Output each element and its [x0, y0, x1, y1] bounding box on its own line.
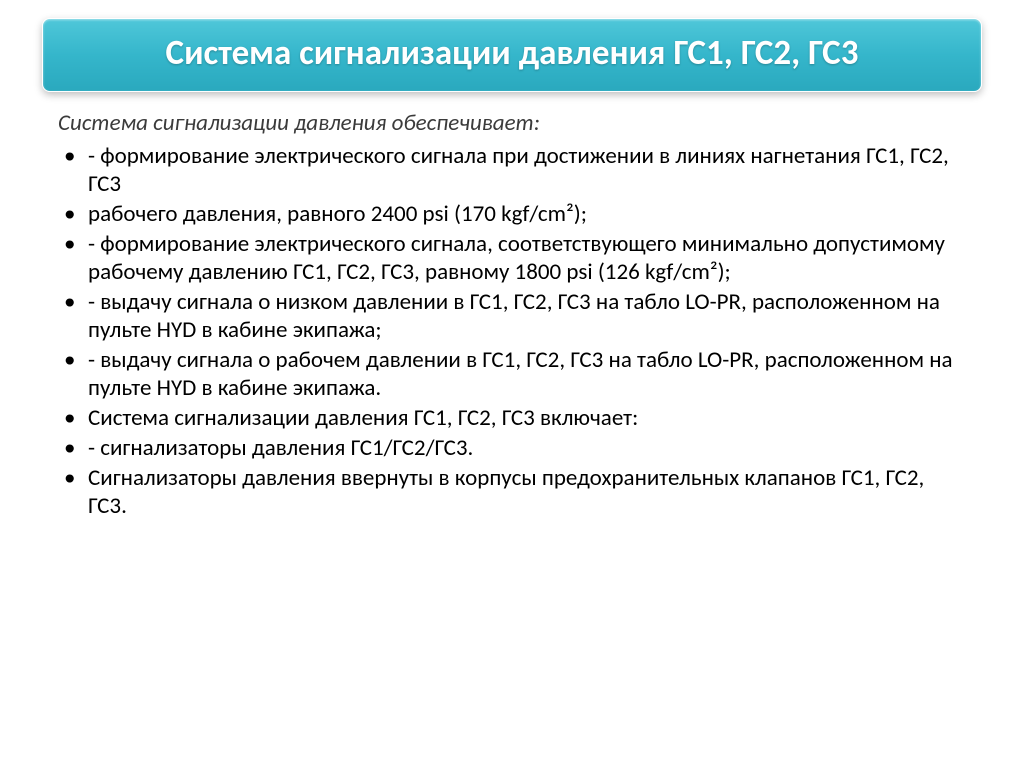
slide-title: Система сигнализации давления ГС1, ГС2, …: [63, 33, 961, 73]
intro-text: Система сигнализации давления обеспечива…: [58, 110, 966, 138]
slide: Система сигнализации давления ГС1, ГС2, …: [0, 18, 1024, 767]
slide-body: Система сигнализации давления обеспечива…: [58, 110, 966, 520]
list-item: рабочего давления, равного 2400 psi (170…: [58, 200, 966, 228]
list-item: Сигнализаторы давления ввернуты в корпус…: [58, 464, 966, 520]
list-item: - выдачу сигнала о рабочем давлении в ГС…: [58, 346, 966, 402]
bullet-list: - формирование электрического сигнала пр…: [58, 142, 966, 521]
list-item: - выдачу сигнала о низком давлении в ГС1…: [58, 288, 966, 344]
list-item: - сигнализаторы давления ГС1/ГС2/ГС3.: [58, 434, 966, 462]
list-item: Система сигнализации давления ГС1, ГС2, …: [58, 404, 966, 432]
list-item: - формирование электрического сигнала, с…: [58, 230, 966, 286]
title-box: Система сигнализации давления ГС1, ГС2, …: [42, 18, 982, 92]
list-item: - формирование электрического сигнала пр…: [58, 142, 966, 198]
